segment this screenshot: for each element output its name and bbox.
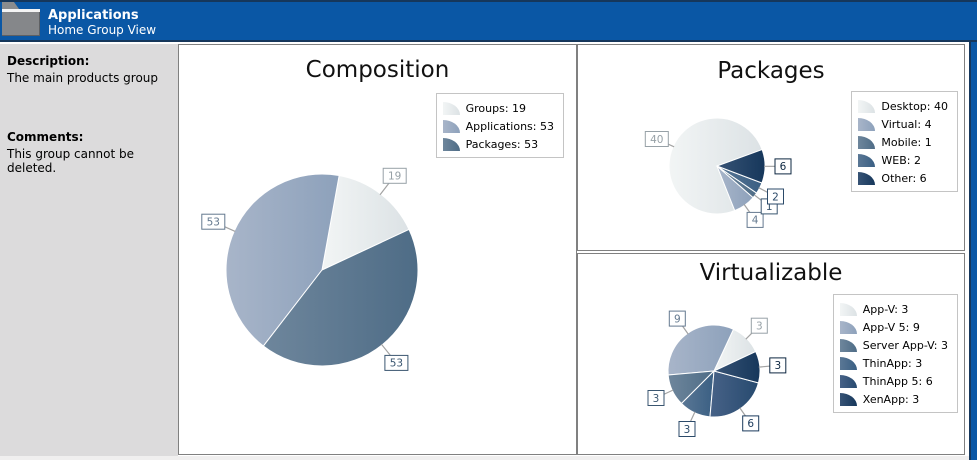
folder-body (2, 12, 40, 36)
legend-label: Mobile: 1 (881, 135, 932, 149)
value-label-box (774, 158, 792, 175)
legend-swatch-icon (839, 392, 857, 406)
value-label-box (746, 211, 764, 228)
legend-item: XenApp: 3 (839, 390, 948, 408)
value-label-box (382, 167, 407, 184)
legend-item: WEB: 2 (858, 151, 948, 169)
value-label-text: 4 (752, 215, 759, 227)
value-label-text: 9 (674, 313, 681, 325)
value-label-text: 53 (207, 217, 220, 229)
virtualizable-panel: Virtualizable 3 9 3 3 6 3 App-V: 3 App-V 5: 9 S… (577, 253, 965, 455)
legend-item: ThinApp: 3 (839, 354, 948, 372)
legend-label: Groups: 19 (465, 101, 527, 115)
page-subtitle: Home Group View (48, 23, 157, 37)
composition-legend: Groups: 19 Applications: 53 Packages: 53 (435, 93, 564, 158)
legend-swatch-icon (858, 171, 876, 185)
legend-label: Desktop: 40 (881, 99, 948, 113)
right-frame-blue (971, 42, 977, 460)
legend-label: App-V 5: 9 (862, 320, 920, 334)
legend-item: App-V 5: 9 (839, 318, 948, 336)
value-label-box (668, 310, 686, 327)
legend-swatch-icon (839, 302, 857, 316)
legend-item: Applications: 53 (442, 117, 554, 135)
legend-item: Virtual: 4 (858, 115, 948, 133)
value-label-box (678, 421, 696, 437)
legend-swatch-icon (442, 137, 460, 151)
legend-item: Packages: 53 (442, 135, 554, 153)
header-bar: Applications Home Group View (0, 0, 977, 42)
comments-text: This group cannot be deleted. (7, 147, 135, 175)
virtualizable-legend: App-V: 3 App-V 5: 9 Server App-V: 3 ThinApp… (832, 294, 958, 413)
legend-item: ThinApp 5: 6 (839, 372, 948, 390)
legend-swatch-icon (839, 320, 857, 334)
value-label-box (384, 354, 409, 371)
legend-item: Desktop: 40 (858, 97, 948, 115)
legend-swatch-icon (442, 101, 460, 115)
composition-panel: Composition 19 53 53 Groups: 19 Application… (178, 44, 577, 455)
legend-swatch-icon (442, 119, 460, 133)
composition-pie-chart: 19 53 53 (201, 167, 419, 371)
value-label-text: 2 (772, 191, 779, 203)
legend-item: App-V: 3 (839, 300, 948, 318)
value-label-box (644, 131, 669, 147)
legend-swatch-icon (858, 135, 876, 149)
legend-item: Other: 6 (858, 169, 948, 187)
value-label-box (201, 213, 226, 230)
legend-swatch-icon (858, 99, 876, 113)
value-label-text: 6 (747, 418, 754, 430)
virtualizable-title: Virtualizable (699, 260, 843, 286)
description-label: Description: (7, 54, 90, 68)
sidebar: Description: The main products group Com… (0, 44, 178, 456)
folder-icon (2, 2, 40, 36)
legend-label: ThinApp 5: 6 (862, 374, 933, 388)
legend-label: Packages: 53 (465, 137, 539, 151)
composition-title: Composition (305, 57, 450, 83)
bottom-strip (0, 456, 970, 460)
legend-item: Mobile: 1 (858, 133, 948, 151)
sidebar-spacer (7, 85, 171, 130)
packages-pie-chart: 40 412 6 (644, 117, 792, 228)
folder-tab (2, 2, 19, 9)
value-label-text: 19 (388, 171, 401, 183)
right-frame-line (969, 42, 971, 460)
legend-label: Server App-V: 3 (862, 338, 948, 352)
description-text: The main products group (7, 71, 159, 85)
legend-label: XenApp: 3 (862, 392, 920, 406)
legend-swatch-icon (839, 356, 857, 370)
legend-label: App-V: 3 (862, 302, 909, 316)
legend-label: ThinApp: 3 (862, 356, 923, 370)
legend-swatch-icon (858, 153, 876, 167)
value-label-box (769, 357, 787, 374)
legend-swatch-icon (839, 338, 857, 352)
folder-stripe (2, 9, 40, 12)
value-label-box (767, 188, 784, 205)
value-label-box (647, 390, 665, 406)
packages-panel: Packages 40 4 1 2 6 Desktop: 40 Virtual: 4 Mob… (577, 44, 965, 251)
legend-label: Other: 6 (881, 171, 927, 185)
legend-item: Server App-V: 3 (839, 336, 948, 354)
packages-title: Packages (717, 58, 825, 84)
legend-label: WEB: 2 (881, 153, 921, 167)
page-title: Applications (48, 8, 139, 23)
virtualizable-pie-chart: 3 9 3 3 6 3 (647, 310, 787, 437)
packages-legend: Desktop: 40 Virtual: 4 Mobile: 1 WEB: 2 Othe… (851, 91, 958, 192)
header-text: Applications Home Group View (48, 8, 156, 38)
value-label-text: 3 (653, 393, 660, 405)
legend-swatch-icon (839, 374, 857, 388)
value-label-text: 3 (756, 321, 763, 333)
legend-item: Groups: 19 (442, 99, 554, 117)
value-label-text: 6 (780, 161, 787, 173)
legend-swatch-icon (858, 117, 876, 131)
value-label-text: 3 (774, 360, 781, 372)
value-label-text: 1 (766, 201, 773, 213)
value-label-text: 53 (390, 358, 403, 370)
value-label-box (742, 415, 760, 432)
value-label-text: 3 (684, 424, 691, 436)
legend-label: Applications: 53 (465, 119, 554, 133)
comments-label: Comments: (7, 130, 84, 144)
legend-label: Virtual: 4 (881, 117, 932, 131)
value-label-text: 40 (650, 134, 663, 146)
value-label-box (750, 317, 768, 334)
